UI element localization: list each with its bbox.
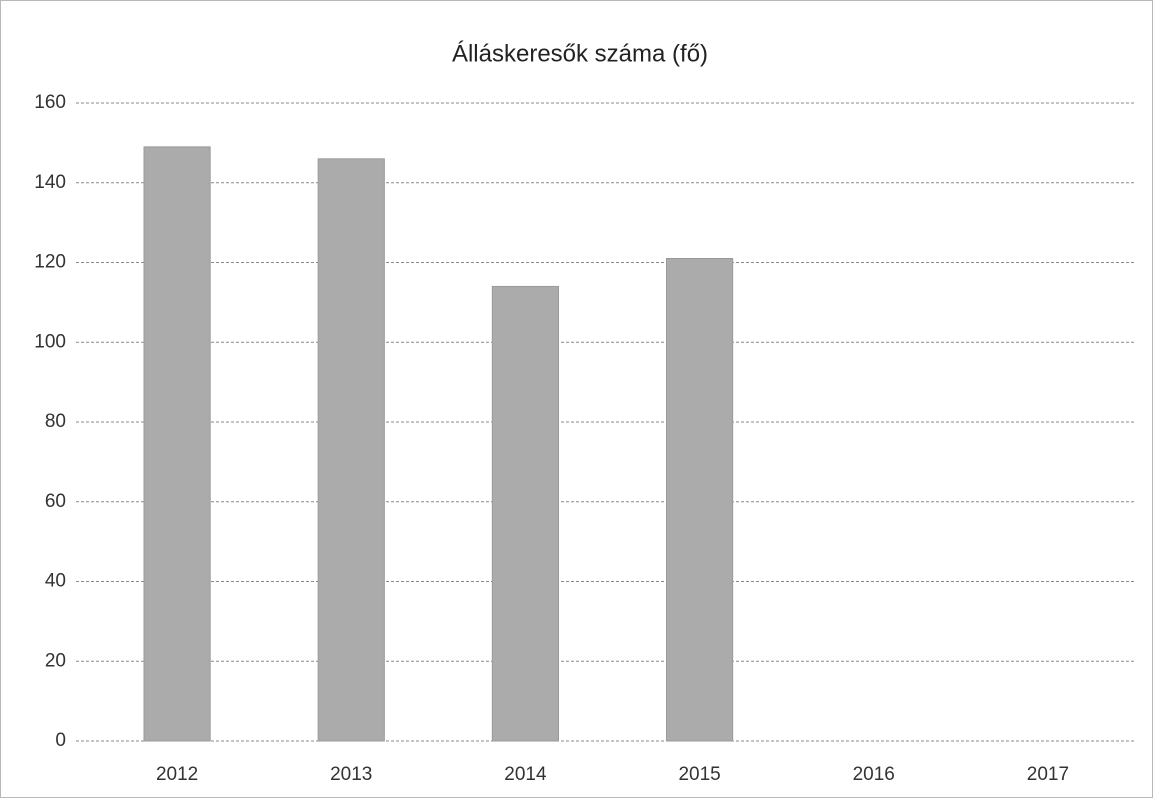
y-tick-label: 60 bbox=[45, 491, 66, 512]
bar bbox=[143, 146, 211, 742]
y-tick-label: 40 bbox=[45, 571, 66, 592]
x-tick-label: 2013 bbox=[330, 764, 372, 785]
x-tick-label: 2014 bbox=[504, 764, 547, 785]
x-tick-label: 2017 bbox=[1027, 764, 1069, 785]
y-tick-label: 100 bbox=[34, 331, 66, 352]
x-tick-label: 2015 bbox=[678, 764, 720, 785]
y-tick-label: 20 bbox=[45, 650, 66, 671]
bar bbox=[491, 285, 560, 742]
y-tick-label: 140 bbox=[34, 172, 66, 193]
y-tick-label: 0 bbox=[55, 730, 66, 751]
x-tick-label: 2016 bbox=[853, 764, 895, 785]
y-tick-label: 80 bbox=[45, 411, 66, 432]
y-tick-label: 120 bbox=[34, 252, 66, 273]
bar bbox=[665, 258, 734, 742]
x-tick-label: 2012 bbox=[156, 764, 198, 785]
y-tick-label: 160 bbox=[34, 92, 66, 113]
chart-title: Álláskeresők száma (fő) bbox=[452, 40, 708, 67]
bar bbox=[317, 158, 385, 742]
